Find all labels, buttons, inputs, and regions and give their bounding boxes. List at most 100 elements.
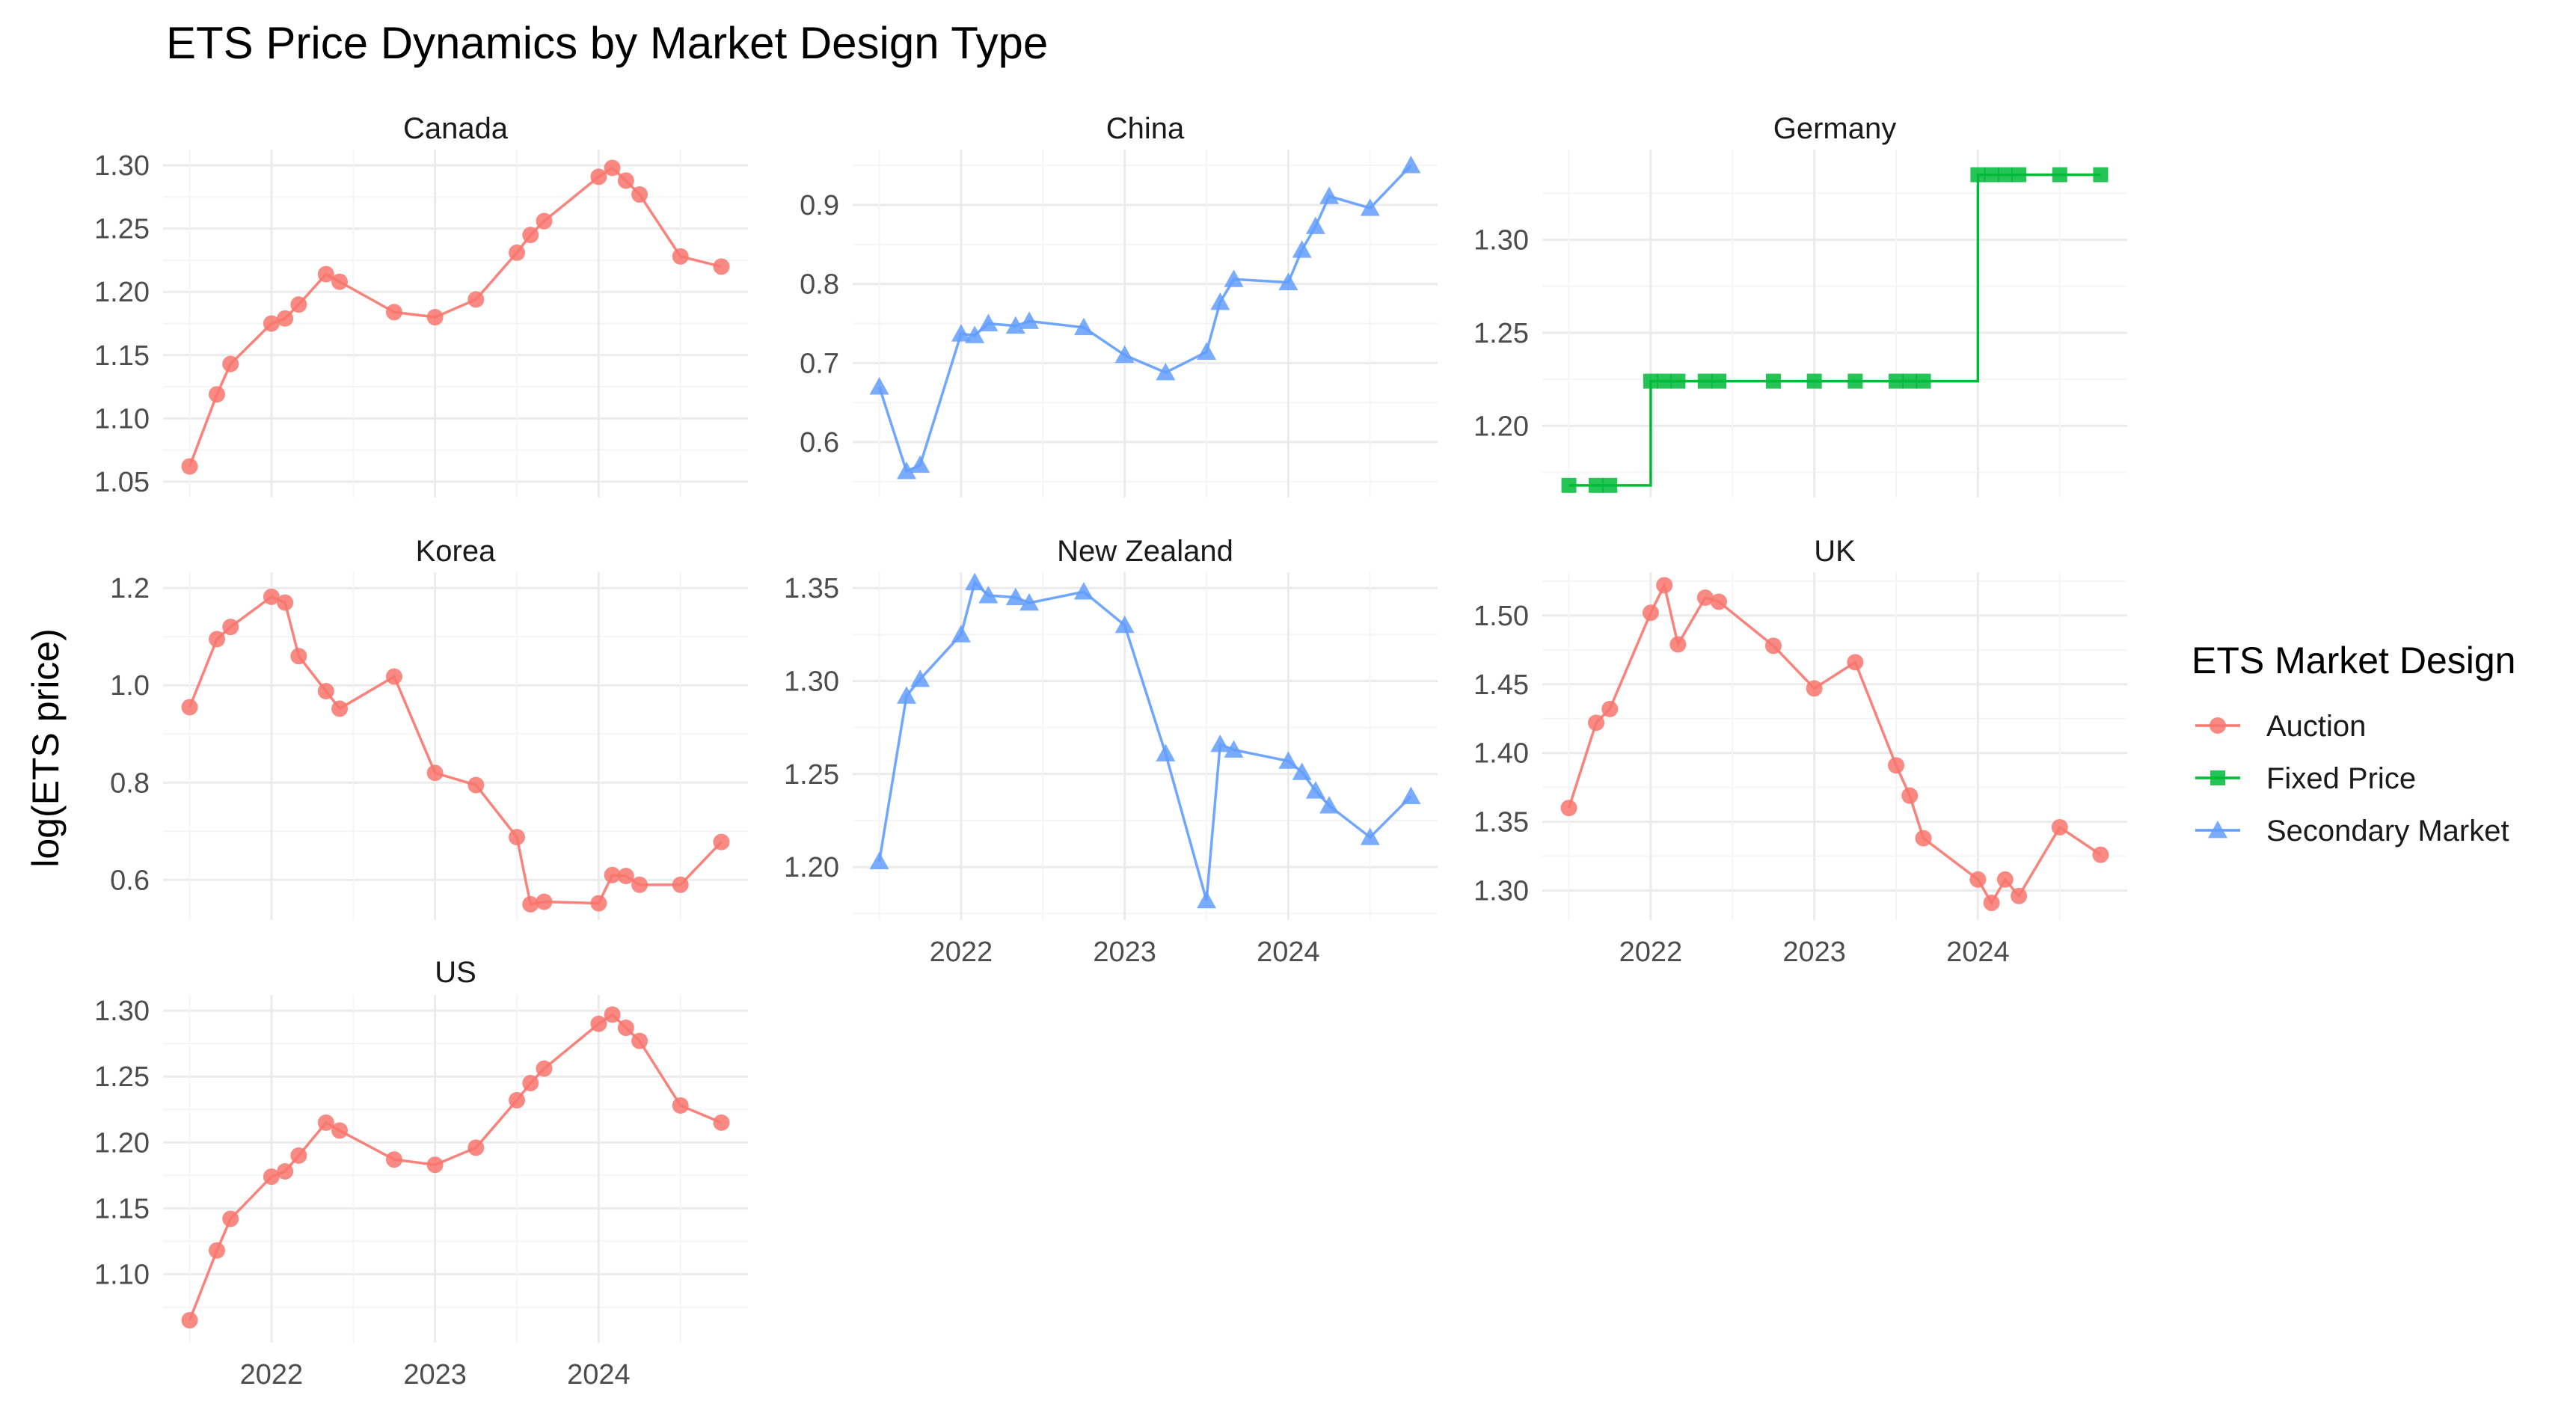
chart-title: ETS Price Dynamics by Market Design Type	[166, 18, 1048, 68]
y-tick-label: 1.05	[94, 467, 150, 498]
x-tick-label: 2023	[1093, 936, 1156, 968]
legend-key-secondary-market	[2208, 821, 2227, 839]
data-point	[1005, 316, 1025, 334]
data-point	[1292, 240, 1312, 258]
data-point	[1901, 787, 1919, 804]
data-point	[1996, 871, 2014, 888]
y-tick-label: 1.35	[1473, 807, 1529, 839]
data-point	[951, 625, 971, 643]
y-tick-label: 0.6	[110, 865, 150, 896]
data-point	[672, 248, 689, 265]
data-point	[1997, 167, 2013, 183]
data-point	[536, 893, 553, 910]
data-point	[1642, 604, 1659, 622]
data-point	[1401, 786, 1421, 805]
data-point	[1156, 744, 1176, 761]
data-point	[1847, 654, 1864, 671]
data-point	[1984, 167, 1999, 183]
y-tick-label: 1.30	[94, 996, 150, 1027]
data-point	[1969, 871, 1987, 888]
data-point	[1278, 272, 1298, 290]
data-point	[426, 309, 444, 326]
data-point	[263, 315, 280, 332]
data-point	[1073, 317, 1094, 336]
data-point	[222, 1210, 239, 1227]
data-point	[385, 304, 402, 321]
data-point	[1156, 363, 1176, 381]
panel-germany: Germany 1.20 1.25 1.30	[1473, 112, 2127, 497]
y-tick-label: 1.0	[110, 670, 150, 702]
data-point	[317, 1114, 334, 1131]
data-point	[1970, 167, 1986, 183]
data-point	[536, 212, 553, 230]
data-point	[522, 1075, 539, 1092]
data-point	[222, 619, 239, 636]
panel-title-china: China	[1106, 112, 1185, 145]
data-point	[1019, 593, 1040, 611]
data-point	[869, 377, 889, 395]
series-line-korea	[188, 595, 723, 906]
y-tick-label: 1.20	[94, 277, 150, 308]
data-point	[631, 876, 648, 893]
x-tick-label: 2024	[1946, 936, 2010, 968]
y-tick-label: 1.30	[784, 666, 839, 697]
series-line-germany	[1568, 173, 2101, 487]
y-tick-label: 0.9	[800, 190, 839, 221]
data-point	[1670, 373, 1686, 389]
data-point	[631, 186, 648, 203]
data-point	[277, 1163, 294, 1180]
panel-title-canada: Canada	[403, 112, 509, 145]
data-point	[181, 699, 198, 716]
data-point	[617, 172, 634, 189]
data-point	[509, 244, 526, 261]
panel-title-new-zealand: New Zealand	[1057, 535, 1233, 568]
data-point	[1210, 735, 1230, 752]
data-point	[1888, 757, 1905, 774]
data-point	[1643, 373, 1658, 389]
panel-china: China 0.6 0.7 0.8 0.9	[800, 112, 1438, 497]
data-point	[263, 1168, 280, 1186]
data-point	[604, 159, 621, 177]
y-tick-label: 1.10	[94, 1259, 150, 1290]
y-tick-label: 1.20	[94, 1127, 150, 1159]
data-point	[1360, 827, 1380, 845]
data-point	[536, 1060, 553, 1077]
y-tick-label: 1.25	[1473, 318, 1529, 349]
y-tick-label: 0.8	[800, 269, 839, 301]
y-tick-label: 0.6	[800, 427, 839, 459]
data-point	[277, 310, 294, 327]
y-tick-label: 1.20	[784, 852, 839, 883]
data-point	[2052, 167, 2067, 183]
data-point	[467, 291, 485, 308]
data-point	[1601, 700, 1619, 717]
legend-label-secondary-market: Secondary Market	[2266, 815, 2509, 847]
data-point	[713, 258, 730, 275]
data-point	[897, 686, 917, 704]
data-point	[590, 168, 607, 186]
data-point	[209, 1242, 226, 1259]
y-tick-label: 1.25	[94, 214, 150, 245]
data-point	[1764, 637, 1782, 655]
data-point	[1305, 216, 1325, 234]
x-tick-label: 2023	[403, 1359, 467, 1391]
y-tick-label: 1.25	[94, 1061, 150, 1093]
panel-canada: Canada 1.05 1.10 1.15 1.20 1.25 1.30	[94, 112, 748, 498]
data-point	[509, 829, 526, 846]
data-point	[965, 325, 985, 343]
data-point	[290, 296, 307, 313]
y-tick-label: 1.20	[1473, 411, 1529, 442]
data-point	[1197, 890, 1217, 909]
data-point	[181, 1312, 198, 1329]
data-point	[713, 833, 730, 850]
data-point	[2092, 846, 2109, 863]
data-point	[331, 273, 349, 290]
data-point	[910, 669, 930, 687]
data-point	[1902, 373, 1918, 389]
data-point	[951, 324, 971, 342]
legend-key-fixed-price	[2210, 770, 2225, 785]
data-point	[604, 1006, 621, 1023]
data-point	[1210, 292, 1230, 310]
y-tick-label: 1.15	[94, 1193, 150, 1224]
data-point	[2093, 167, 2109, 183]
legend-label-auction: Auction	[2266, 710, 2366, 743]
